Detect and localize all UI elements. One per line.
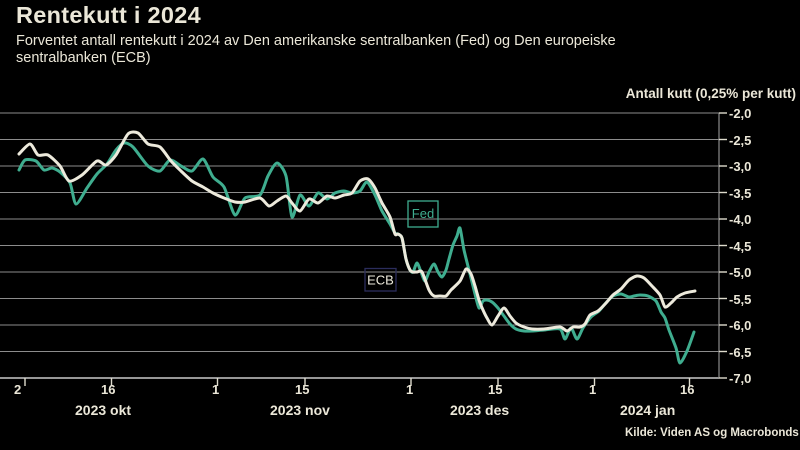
svg-text:ECB: ECB [367,273,394,288]
svg-text:Fed: Fed [412,206,434,221]
